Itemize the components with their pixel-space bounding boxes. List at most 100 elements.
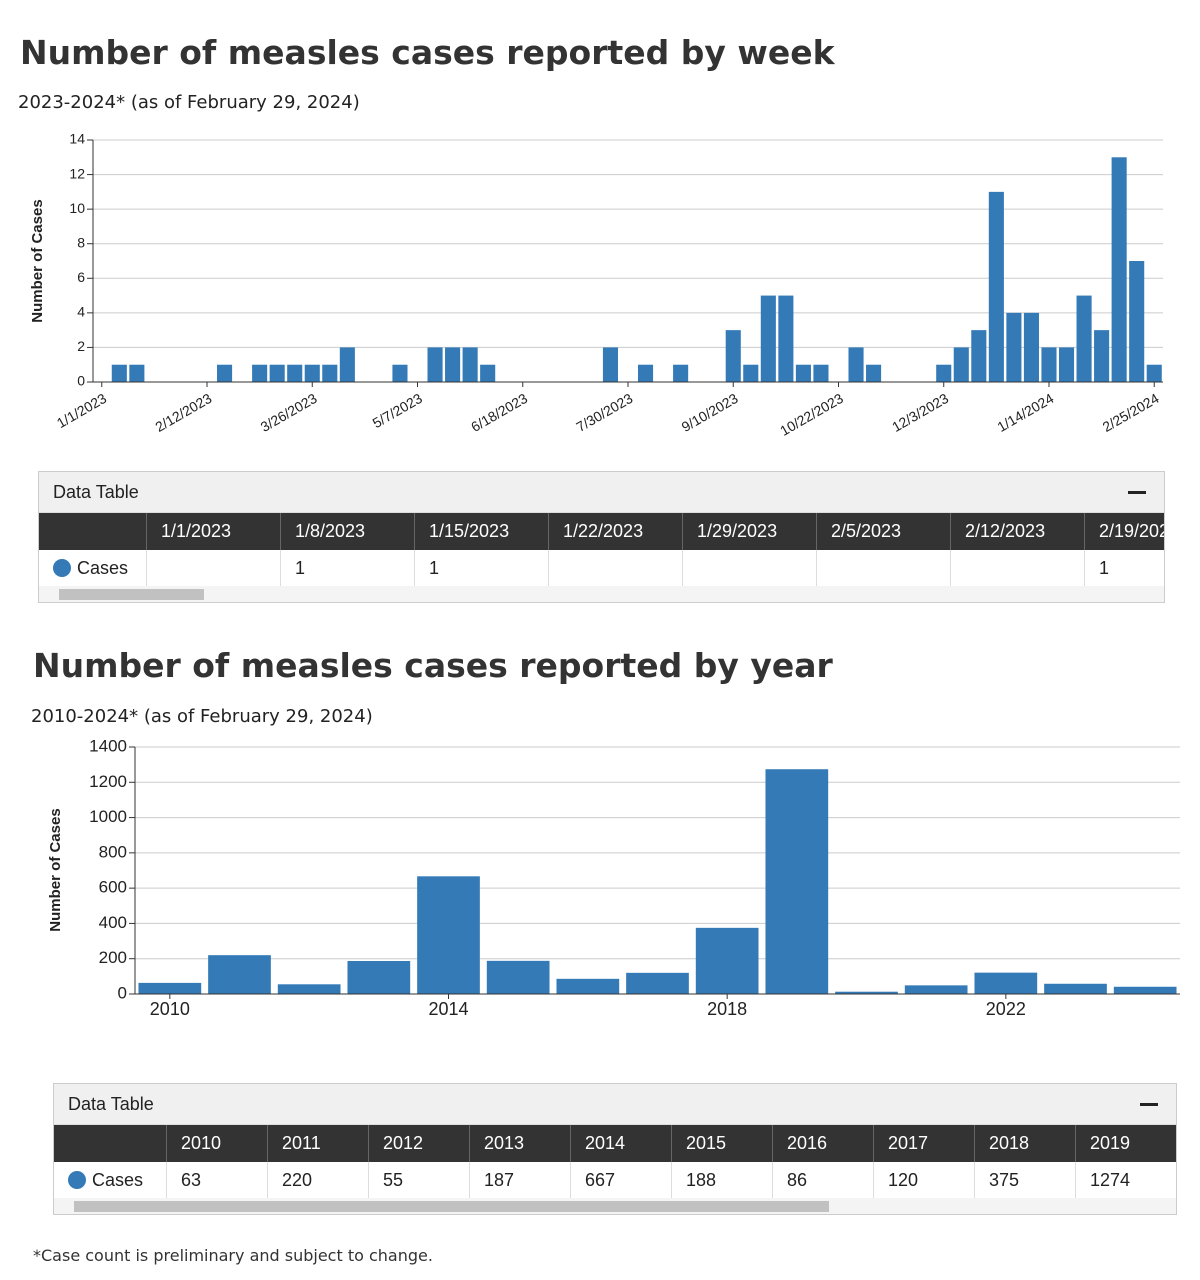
- collapse-button[interactable]: [1128, 491, 1146, 494]
- chart-subtitle: 2023-2024* (as of February 29, 2024): [18, 92, 360, 113]
- column-header: 1/15/2023: [414, 513, 549, 550]
- x-tick-label: 5/7/2023: [370, 390, 425, 431]
- bar: [1041, 347, 1057, 382]
- data-table: Data Table 1/1/2023 1/8/2023 1/15/2023 1/22/…: [38, 471, 1165, 603]
- bar: [1146, 364, 1162, 382]
- bar: [217, 364, 233, 382]
- cell: 667: [570, 1162, 672, 1198]
- legend-label: Cases: [92, 1169, 144, 1190]
- column-header: 2/5/2023: [816, 513, 951, 550]
- bar: [339, 347, 355, 382]
- bar: [1006, 312, 1022, 382]
- bar: [556, 978, 620, 994]
- bar: [637, 364, 654, 382]
- bar: [795, 364, 811, 382]
- cell: 1: [414, 550, 549, 586]
- y-tick-label: 8: [77, 234, 85, 250]
- y-tick-label: 1400: [89, 736, 127, 755]
- chart-title: Number of measles cases reported by year: [33, 646, 834, 685]
- cell: 63: [166, 1162, 268, 1198]
- column-header: 2012: [368, 1125, 470, 1162]
- x-tick-label: 10/22/2023: [777, 390, 846, 439]
- y-tick-label: 10: [69, 200, 85, 216]
- bar: [778, 295, 794, 382]
- bar: [835, 991, 898, 994]
- column-header: 1/8/2023: [280, 513, 415, 550]
- column-header: 2011: [267, 1125, 369, 1162]
- cell: 86: [772, 1162, 874, 1198]
- x-tick-label: 7/30/2023: [573, 390, 635, 435]
- x-tick-label: 1/14/2024: [994, 390, 1056, 435]
- x-tick-label: 2022: [986, 999, 1026, 1019]
- bar: [1113, 986, 1177, 994]
- bar: [1094, 330, 1110, 382]
- column-header: 1/22/2023: [548, 513, 683, 550]
- bar: [347, 961, 411, 994]
- column-header: 2013: [469, 1125, 571, 1162]
- x-tick-label: 2/25/2024: [1100, 390, 1162, 435]
- scrollbar[interactable]: [39, 586, 1164, 602]
- collapse-button[interactable]: [1140, 1103, 1158, 1106]
- y-tick-label: 1200: [89, 772, 127, 791]
- bar: [953, 347, 969, 382]
- x-tick-label: 2014: [428, 999, 468, 1019]
- x-tick-label: 6/18/2023: [468, 390, 530, 435]
- bar: [904, 985, 968, 994]
- bar: [974, 972, 1038, 994]
- x-tick-label: 3/26/2023: [258, 390, 320, 435]
- table: 2010 2011 2012 2013 2014 2015 2016 2017 2018 2019…: [54, 1125, 1176, 1198]
- bar: [208, 955, 271, 994]
- column-header: 2019: [1075, 1125, 1176, 1162]
- column-header: 1/1/2023: [146, 513, 281, 550]
- column-header: 2017: [873, 1125, 975, 1162]
- bar: [392, 364, 408, 382]
- table-scroll: 1/1/2023 1/8/2023 1/15/2023 1/22/2023 1/29/2…: [39, 513, 1164, 586]
- bar: [486, 960, 550, 994]
- x-tick-label: 2/12/2023: [152, 390, 214, 435]
- bar: [848, 347, 864, 382]
- y-tick-label: 2: [77, 338, 85, 354]
- cell: [950, 550, 1085, 586]
- table: 1/1/2023 1/8/2023 1/15/2023 1/22/2023 1/29/2…: [39, 513, 1164, 586]
- column-header: 2015: [671, 1125, 773, 1162]
- scrollbar-thumb[interactable]: [59, 589, 204, 600]
- chart-title: Number of measles cases reported by week: [20, 33, 836, 72]
- data-row: Cases63220551876671888612037512741349121…: [54, 1162, 1176, 1198]
- header-row: 2010 2011 2012 2013 2014 2015 2016 2017 2018 2019…: [54, 1125, 1176, 1162]
- bar: [765, 769, 829, 994]
- x-tick-label: 2018: [707, 999, 747, 1019]
- cell: 220: [267, 1162, 369, 1198]
- legend-label: Cases: [77, 557, 129, 578]
- data-row: Cases11111111212221211315511211231144225…: [39, 550, 1164, 586]
- x-tick-label: 2010: [150, 999, 190, 1019]
- bar: [445, 347, 461, 382]
- bar: [277, 984, 341, 994]
- bar: [866, 364, 882, 382]
- bar: [1044, 983, 1107, 994]
- scrollbar[interactable]: [54, 1198, 1176, 1214]
- column-header: 2016: [772, 1125, 874, 1162]
- y-axis-label: Number of Cases: [29, 199, 46, 322]
- bar: [971, 330, 987, 382]
- cell: [146, 550, 281, 586]
- y-tick-label: 4: [77, 304, 85, 320]
- y-tick-label: 12: [69, 165, 85, 181]
- y-tick-label: 0: [77, 373, 85, 389]
- bar: [1111, 157, 1127, 382]
- cell: 120: [873, 1162, 975, 1198]
- bar: [462, 347, 478, 382]
- y-tick-label: 800: [99, 842, 127, 861]
- scrollbar-thumb[interactable]: [74, 1201, 829, 1212]
- bar: [725, 330, 741, 382]
- column-header: 2014: [570, 1125, 672, 1162]
- bar: [626, 972, 689, 994]
- cell: 188: [671, 1162, 773, 1198]
- bar: [1023, 312, 1039, 382]
- x-tick-label: 1/1/2023: [54, 390, 109, 431]
- legend-swatch: [53, 558, 71, 577]
- bar: [138, 982, 202, 994]
- x-tick-label: 12/3/2023: [889, 390, 951, 435]
- y-tick-label: 0: [118, 983, 127, 1002]
- data-table-header: Data Table: [39, 472, 1164, 513]
- cell: 55: [368, 1162, 470, 1198]
